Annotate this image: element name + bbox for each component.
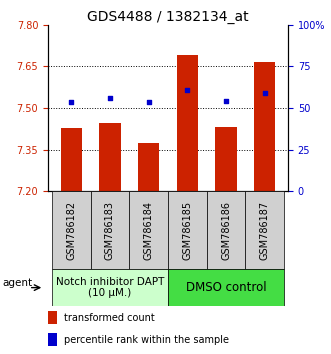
Bar <box>52 269 168 306</box>
Text: agent: agent <box>2 278 32 288</box>
Bar <box>99 123 120 191</box>
Bar <box>168 191 207 269</box>
Bar <box>254 62 275 191</box>
Title: GDS4488 / 1382134_at: GDS4488 / 1382134_at <box>87 10 249 24</box>
Bar <box>129 191 168 269</box>
Bar <box>61 128 82 191</box>
Text: GSM786186: GSM786186 <box>221 201 231 259</box>
Text: GSM786185: GSM786185 <box>182 200 192 260</box>
Bar <box>48 311 57 324</box>
Bar <box>168 269 284 306</box>
Point <box>107 96 113 101</box>
Text: GSM786187: GSM786187 <box>260 200 270 260</box>
Text: percentile rank within the sample: percentile rank within the sample <box>65 335 229 345</box>
Bar <box>245 191 284 269</box>
Bar <box>91 191 129 269</box>
Point <box>146 99 151 105</box>
Bar <box>138 143 159 191</box>
Bar <box>207 191 245 269</box>
Text: Notch inhibitor DAPT
(10 μM.): Notch inhibitor DAPT (10 μM.) <box>56 277 164 298</box>
Bar <box>215 127 237 191</box>
Bar <box>48 333 57 346</box>
Bar <box>177 55 198 191</box>
Text: GSM786183: GSM786183 <box>105 201 115 259</box>
Text: GSM786184: GSM786184 <box>144 201 154 259</box>
Text: transformed count: transformed count <box>65 313 155 323</box>
Text: GSM786182: GSM786182 <box>66 200 76 260</box>
Text: DMSO control: DMSO control <box>186 281 266 294</box>
Point <box>262 90 267 96</box>
Point <box>185 87 190 93</box>
Point <box>223 98 229 104</box>
Bar <box>52 191 91 269</box>
Point <box>69 99 74 105</box>
